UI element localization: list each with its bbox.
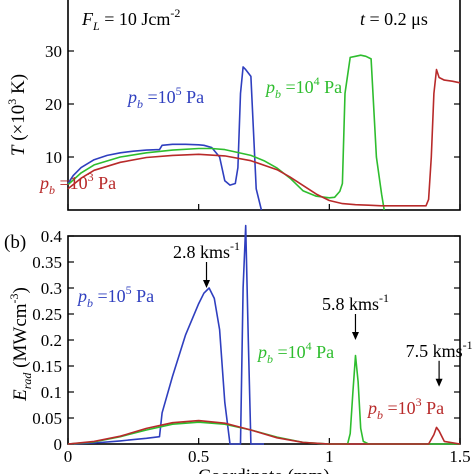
- panel-b-ytick-label: 0.35: [32, 253, 62, 272]
- panel-b-xtick-label: 0.5: [188, 447, 209, 466]
- panel-b-xtick-label: 1: [325, 447, 334, 466]
- panel-a-ytick-label: 10: [45, 148, 62, 167]
- panel-a-ytick-label: 20: [45, 95, 62, 114]
- panel-a: 10 20 30 T (×103 K) FL = 10 Jcm-2 t = 0.2 …: [5, 0, 461, 211]
- panel-a-ylabel: T (×103 K): [5, 74, 29, 156]
- panel-a-series-p-b-10-4-pa: [67, 54, 385, 211]
- velocity-arrow-head: [203, 280, 211, 288]
- panel-b-label-1e5: pb =105 Pa: [76, 283, 154, 310]
- velocity-annotation: 2.8 kms-1: [173, 239, 240, 262]
- velocity-arrow-head: [435, 378, 443, 387]
- legend-label-1e4: pb =104 Pa: [264, 74, 342, 101]
- panel-b-xlabel: Coordinate (mm): [198, 466, 329, 474]
- panel-b-ytick-label: 0.2: [41, 331, 62, 350]
- panel-b-series-p-b-10-5-pa: [67, 224, 264, 445]
- panel-b-xtick-label: 1.5: [449, 447, 470, 466]
- legend-label-1e5: pb =105 Pa: [126, 84, 204, 111]
- panel-b-ytick-label: 0: [54, 435, 63, 454]
- panel-b-label-1e4: pb =104 Pa: [256, 339, 334, 366]
- panel-b-ylabel: Erad (MWcm-3): [7, 287, 34, 402]
- panel-b-ytick-label: 0.1: [41, 383, 62, 402]
- panel-b-ytick-label: 0.25: [32, 305, 62, 324]
- velocity-annotation: 7.5 kms-1: [406, 338, 473, 361]
- velocity-annotation: 5.8 kms-1: [322, 291, 389, 314]
- panel-b-series-p-b-10-3-pa: [67, 419, 461, 445]
- panel-b-label-1e3: pb =103 Pa: [366, 395, 444, 422]
- panel-b-label: (b): [4, 232, 26, 253]
- panel-b: 00.050.10.150.20.250.30.350.4 0 0.5 1 1.5 (…: [4, 224, 473, 474]
- time-annotation: t = 0.2 μs: [360, 9, 428, 29]
- legend-label-1e3: pb =103 Pa: [38, 170, 116, 197]
- panel-a-series-p-b-10-5-pa: [67, 66, 263, 211]
- panel-b-ytick-label: 0.15: [32, 357, 62, 376]
- panel-b-xtick-label: 0: [64, 447, 73, 466]
- velocity-arrow-head: [351, 332, 359, 340]
- panel-a-series-p-b-10-3-pa: [67, 68, 461, 207]
- panel-b-ytick-label: 0.05: [32, 409, 62, 428]
- panel-a-frame: [67, 0, 461, 211]
- panel-b-ytick-label: 0.3: [41, 279, 62, 298]
- fluence-annotation: FL = 10 Jcm-2: [81, 6, 180, 33]
- panel-b-ytick-label: 0.4: [41, 227, 63, 246]
- panel-a-ytick-label: 30: [45, 42, 62, 61]
